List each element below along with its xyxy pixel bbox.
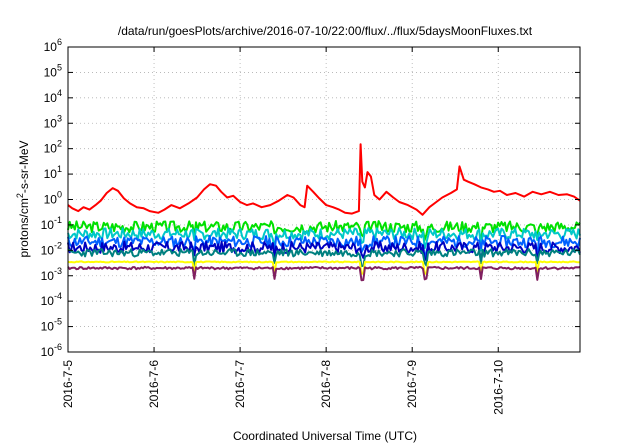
y-tick-exponent: -5 (54, 317, 62, 327)
y-tick-label: 105 (44, 62, 62, 79)
y-axis-label-sup: 2 (15, 193, 25, 198)
series-line-4 (67, 240, 581, 263)
y-axis-ticks: 10-610-510-410-310-210-11001011021031041… (41, 37, 580, 359)
y-tick-exponent: -4 (54, 291, 62, 301)
x-tick-label: 2016-7-9 (405, 360, 419, 408)
y-tick-label: 100 (44, 190, 62, 207)
y-tick-label: 10-6 (41, 342, 62, 359)
series-line-0 (67, 143, 581, 216)
y-tick-exponent: 3 (57, 113, 62, 123)
y-tick-label: 103 (44, 113, 62, 130)
y-tick-exponent: 2 (57, 139, 62, 149)
x-tick-label: 2016-7-8 (319, 360, 333, 408)
y-tick-label: 10-3 (41, 266, 62, 283)
x-axis-ticks: 2016-7-5 2016-7-6 2016-7-7 2016-7-8 2016-7-9… (61, 47, 505, 415)
series-line-7 (67, 265, 581, 282)
grid-lines (68, 47, 580, 352)
x-tick-label: 2016-7-7 (233, 360, 247, 408)
x-tick-label: 2016-7-6 (147, 360, 161, 408)
series-line-5 (67, 248, 581, 267)
y-tick-exponent: 0 (57, 190, 62, 200)
chart-title: /data/run/goesPlots/archive/2016-07-10/2… (118, 24, 533, 38)
x-tick-label: 2016-7-10 (491, 360, 505, 415)
y-tick-label: 10-5 (41, 317, 62, 334)
y-tick-label: 10-4 (41, 291, 62, 308)
y-tick-label: 104 (44, 88, 62, 105)
y-tick-exponent: -3 (54, 266, 62, 276)
y-tick-exponent: -2 (54, 240, 62, 250)
x-axis-label: Coordinated Universal Time (UTC) (233, 429, 417, 443)
y-tick-exponent: -6 (54, 342, 62, 352)
y-tick-label: 102 (44, 139, 62, 156)
series-line-6 (67, 260, 580, 275)
y-axis-label-main: protons/cm (17, 198, 31, 257)
y-tick-label: 10-2 (41, 240, 62, 257)
y-tick-exponent: 5 (57, 62, 62, 72)
y-axis-label-units: -s-sr-MeV (17, 140, 31, 193)
y-tick-exponent: 1 (57, 164, 62, 174)
y-tick-label: 106 (44, 37, 62, 54)
series-group (67, 143, 581, 282)
x-tick-label: 2016-7-5 (61, 360, 75, 408)
y-tick-label: 101 (44, 164, 62, 181)
y-axis-label: protons/cm2-s-sr-MeV (15, 140, 31, 257)
y-tick-exponent: 4 (57, 88, 62, 98)
y-tick-exponent: -1 (54, 215, 62, 225)
y-tick-exponent: 6 (57, 37, 62, 47)
y-tick-label: 10-1 (41, 215, 62, 232)
